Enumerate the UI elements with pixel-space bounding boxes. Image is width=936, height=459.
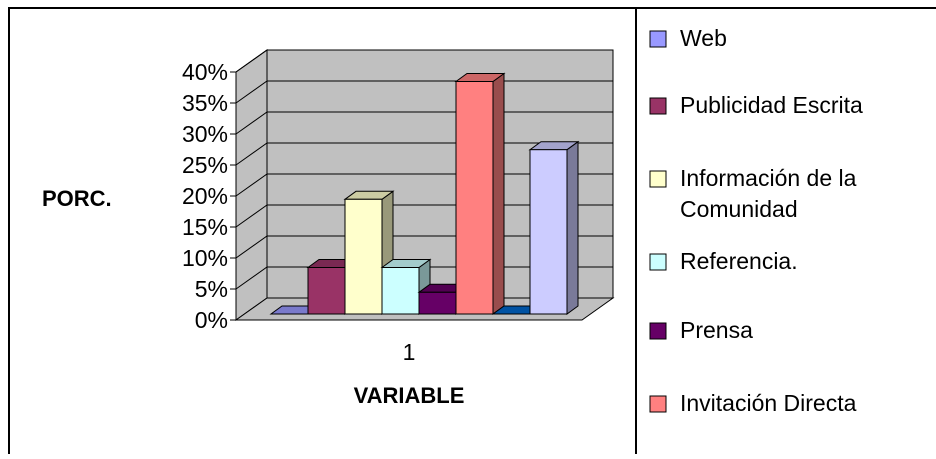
legend-label: Web (680, 25, 727, 51)
y-tick-label: 10% (182, 245, 228, 271)
gridline (235, 49, 613, 73)
y-axis-title: PORC. (42, 186, 112, 211)
bar-front (455, 81, 494, 315)
bar-front (418, 291, 457, 315)
legend-swatch (649, 97, 667, 115)
y-tick-label: 40% (182, 59, 228, 85)
y-tick-label: 25% (182, 152, 228, 178)
legend-swatch (649, 170, 667, 188)
bar-front (529, 149, 568, 315)
legend-label: Comunidad (680, 196, 798, 222)
bar-side (492, 72, 505, 315)
y-tick-label: 0% (195, 307, 228, 333)
x-tick-label: 1 (403, 339, 416, 365)
y-tick-label: 30% (182, 121, 228, 147)
legend-label: Información de la (680, 165, 857, 191)
bars-layer (269, 72, 580, 315)
legend-item-referencia-: Referencia. (649, 248, 798, 274)
legend-swatch (649, 30, 667, 48)
legend-label: Prensa (680, 317, 753, 343)
legend-item-web: Web (649, 25, 727, 51)
y-tick-label: 5% (195, 276, 228, 302)
legend-label: Invitación Directa (680, 390, 857, 416)
legend-item-publicidad-escrita: Publicidad Escrita (649, 92, 863, 118)
axes: 0% 5% 10% 15% 20% 25% 30% 35% 40% 1 PORC. VARIABLE (42, 59, 464, 408)
bar-front (344, 198, 383, 315)
bar-series-8 (528, 140, 580, 315)
x-axis-title: VARIABLE (354, 383, 465, 408)
legend-swatch (649, 395, 667, 413)
legend: Web Publicidad Escrita Información de la Co… (649, 25, 863, 416)
legend-item-invitaci-n-directa: Invitación Directa (649, 390, 857, 416)
y-tick-label: 35% (182, 90, 228, 116)
bar-front (307, 267, 346, 315)
y-tick-label: 20% (182, 183, 228, 209)
legend-label: Referencia. (680, 248, 798, 274)
bar-informaci-n-de-la-comunidad (343, 190, 395, 315)
bar-front (381, 267, 420, 315)
legend-swatch (649, 322, 667, 340)
legend-swatch (649, 253, 667, 271)
bar-invitaci-n-directa (454, 72, 506, 315)
legend-label: Publicidad Escrita (680, 92, 863, 118)
legend-item-prensa: Prensa (649, 317, 753, 343)
bar-side (566, 140, 579, 315)
y-tick-label: 15% (182, 214, 228, 240)
legend-item-informaci-n-de-la-comunidad: Información de la Comunidad (649, 165, 857, 222)
